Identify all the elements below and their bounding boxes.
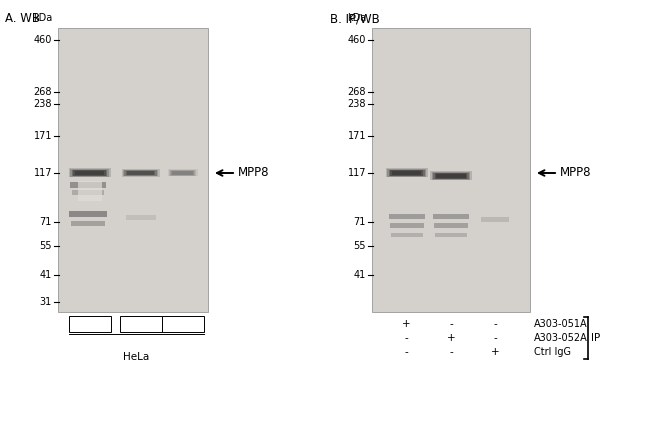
Text: 41: 41 <box>354 270 366 280</box>
Text: -: - <box>449 347 453 357</box>
Text: 15: 15 <box>134 319 147 329</box>
Bar <box>125 171 155 175</box>
Text: 117: 117 <box>348 168 366 178</box>
Bar <box>72 190 103 196</box>
Bar <box>433 214 469 219</box>
Bar <box>436 174 465 178</box>
Text: HeLa: HeLa <box>123 352 149 362</box>
Bar <box>391 170 423 176</box>
Bar <box>168 169 198 176</box>
Bar <box>430 172 472 181</box>
Bar <box>68 211 107 217</box>
Text: +: + <box>402 319 411 329</box>
Text: 171: 171 <box>348 131 366 141</box>
Bar <box>434 223 468 228</box>
Text: A. WB: A. WB <box>5 12 40 25</box>
Bar <box>161 316 203 332</box>
Text: 460: 460 <box>34 35 52 45</box>
Bar <box>127 171 154 175</box>
Bar <box>58 28 208 312</box>
Bar <box>387 169 426 177</box>
Text: +: + <box>491 347 500 357</box>
Bar <box>73 170 106 176</box>
Bar <box>481 217 509 222</box>
Bar <box>390 223 424 228</box>
Text: 460: 460 <box>348 35 366 45</box>
Bar <box>372 28 530 312</box>
Text: B. IP/WB: B. IP/WB <box>330 12 380 25</box>
Bar <box>70 169 109 177</box>
Text: A303-051A: A303-051A <box>534 319 588 329</box>
Text: 238: 238 <box>348 99 366 109</box>
Text: -: - <box>405 347 409 357</box>
Text: 238: 238 <box>34 99 52 109</box>
Text: 71: 71 <box>40 217 52 226</box>
Text: A303-052A: A303-052A <box>534 333 588 343</box>
Text: +: + <box>447 333 455 343</box>
Text: 5: 5 <box>179 319 186 329</box>
Bar <box>172 171 193 175</box>
Text: -: - <box>493 333 497 343</box>
Text: kDa: kDa <box>32 13 52 23</box>
Text: 55: 55 <box>40 241 52 251</box>
Text: -: - <box>405 333 409 343</box>
Bar <box>68 316 110 332</box>
Text: 268: 268 <box>348 87 366 98</box>
Bar <box>391 233 422 237</box>
Text: MPP8: MPP8 <box>238 166 270 179</box>
Bar <box>68 169 110 178</box>
Bar <box>392 171 421 175</box>
Bar <box>389 170 424 176</box>
Bar <box>72 170 107 176</box>
Bar <box>169 170 196 176</box>
Bar <box>170 170 195 175</box>
Bar <box>122 169 159 177</box>
Bar <box>124 170 157 176</box>
Text: -: - <box>449 319 453 329</box>
Bar <box>435 233 467 237</box>
Text: 171: 171 <box>34 131 52 141</box>
Bar <box>385 169 428 178</box>
Bar <box>171 171 194 175</box>
Bar <box>120 316 161 332</box>
Text: MPP8: MPP8 <box>560 166 592 179</box>
Text: kDa: kDa <box>346 13 366 23</box>
Bar <box>70 182 105 188</box>
Bar <box>433 173 469 179</box>
Bar <box>123 169 158 176</box>
Text: Ctrl IgG: Ctrl IgG <box>534 347 571 357</box>
Text: 268: 268 <box>34 87 52 98</box>
Text: 41: 41 <box>40 270 52 280</box>
Text: 50: 50 <box>83 319 96 329</box>
Bar <box>75 171 104 175</box>
Text: 71: 71 <box>354 217 366 226</box>
Bar <box>70 221 105 226</box>
Bar <box>432 172 471 180</box>
Text: 55: 55 <box>354 241 366 251</box>
Text: -: - <box>493 319 497 329</box>
Text: 31: 31 <box>40 297 52 307</box>
Bar <box>77 181 101 201</box>
Bar <box>435 173 467 179</box>
Bar <box>389 214 424 219</box>
Bar <box>125 215 155 220</box>
Text: 117: 117 <box>34 168 52 178</box>
Text: IP: IP <box>591 333 600 343</box>
